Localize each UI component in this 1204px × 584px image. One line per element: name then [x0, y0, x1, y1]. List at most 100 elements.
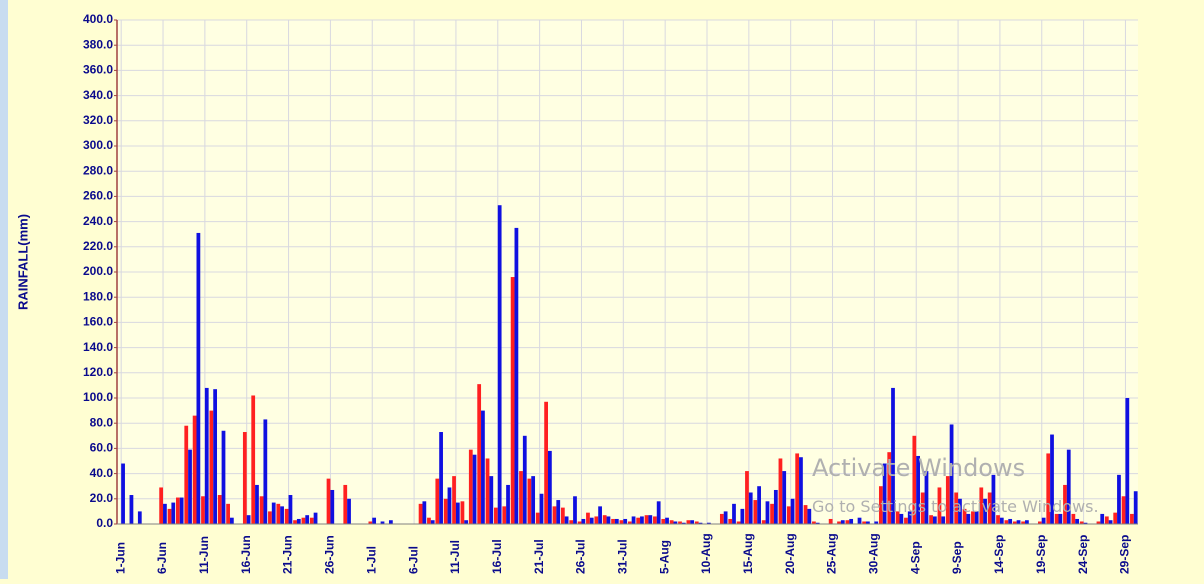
y-tick-label: 260.0: [83, 189, 113, 203]
bar: [263, 419, 268, 524]
bar: [669, 520, 674, 524]
x-tick-label: 1-Jul: [364, 546, 378, 574]
bar: [974, 511, 979, 524]
bar: [1063, 484, 1067, 524]
bar: [1083, 522, 1088, 524]
y-tick-label: 40.0: [90, 466, 114, 480]
bar: [293, 520, 297, 524]
x-tick-label: 26-Jun: [323, 535, 337, 574]
bar: [171, 502, 176, 524]
bar: [770, 503, 774, 524]
bar: [430, 520, 435, 524]
bar: [740, 508, 745, 524]
x-tick-label: 11-Jun: [197, 536, 211, 574]
bar: [179, 497, 184, 524]
bar: [862, 521, 867, 524]
bar: [514, 227, 519, 524]
bar: [736, 521, 741, 524]
bar: [564, 516, 569, 524]
bar: [581, 518, 586, 524]
bar: [748, 492, 753, 524]
bar: [653, 516, 657, 524]
x-tick-label: 11-Jul: [448, 540, 462, 574]
bar: [640, 516, 644, 524]
x-tick-label: 30-Aug: [867, 533, 881, 574]
bar: [627, 521, 632, 524]
bar: [201, 496, 205, 524]
bar: [899, 513, 904, 524]
bar: [991, 474, 996, 524]
y-tick-label: 100.0: [83, 390, 113, 404]
bar: [614, 518, 619, 524]
y-axis-title: RAINFALL(mm): [15, 214, 30, 310]
watermark-title: Activate Windows: [812, 454, 1025, 482]
bar: [1117, 474, 1121, 524]
bar: [481, 410, 485, 524]
bar: [681, 522, 686, 524]
x-tick-label: 6-Jul: [406, 546, 420, 574]
bar: [631, 516, 636, 524]
bar: [698, 522, 703, 524]
bar: [296, 518, 301, 524]
bar: [920, 492, 925, 524]
x-tick-label: 5-Aug: [657, 540, 671, 574]
x-tick-label: 20-Aug: [783, 533, 797, 574]
bar: [941, 516, 946, 524]
bar: [368, 521, 373, 524]
bar: [598, 506, 602, 524]
bar: [284, 508, 289, 524]
bar: [757, 486, 761, 524]
bar: [347, 498, 351, 524]
bar: [326, 478, 331, 524]
bar: [761, 520, 766, 524]
bar: [1104, 516, 1109, 524]
bar: [1046, 453, 1051, 524]
bar: [560, 507, 565, 524]
bar: [577, 521, 582, 524]
bar: [1108, 520, 1113, 524]
bar: [1133, 491, 1138, 524]
bar: [418, 503, 423, 524]
bar: [1100, 513, 1105, 524]
bar: [309, 517, 314, 524]
bar: [1016, 520, 1021, 524]
x-tick-label: 21-Jul: [532, 539, 546, 574]
bar: [589, 517, 594, 524]
bar: [907, 511, 912, 524]
bar: [1041, 517, 1046, 524]
x-tick-label: 9-Sep: [950, 541, 964, 574]
bar: [1121, 496, 1126, 524]
bar: [443, 498, 448, 524]
bar: [522, 435, 527, 524]
bar: [904, 517, 908, 524]
bar: [556, 500, 561, 524]
bar: [388, 520, 393, 524]
bar: [497, 205, 502, 524]
bar: [280, 506, 284, 524]
x-tick-label: 10-Aug: [699, 533, 713, 574]
bar: [723, 511, 728, 524]
x-tick-label: 31-Jul: [615, 539, 629, 574]
bar: [966, 513, 971, 524]
bar: [648, 515, 653, 524]
bar: [999, 517, 1004, 524]
bar: [251, 395, 256, 524]
bar: [1130, 513, 1134, 524]
bar: [485, 458, 490, 524]
bar: [552, 506, 557, 524]
bar: [246, 515, 251, 524]
bar: [129, 495, 134, 524]
bar: [539, 493, 544, 524]
bar: [807, 508, 812, 524]
y-tick-label: 400.0: [83, 12, 113, 26]
x-tick-label: 16-Jun: [239, 535, 253, 574]
bar: [447, 487, 452, 524]
x-tick-label: 21-Jun: [281, 535, 295, 574]
bar: [176, 497, 180, 524]
bar: [895, 511, 900, 524]
bar: [163, 503, 167, 524]
bar: [1058, 513, 1063, 524]
bar: [1071, 513, 1076, 524]
bar: [837, 521, 841, 524]
